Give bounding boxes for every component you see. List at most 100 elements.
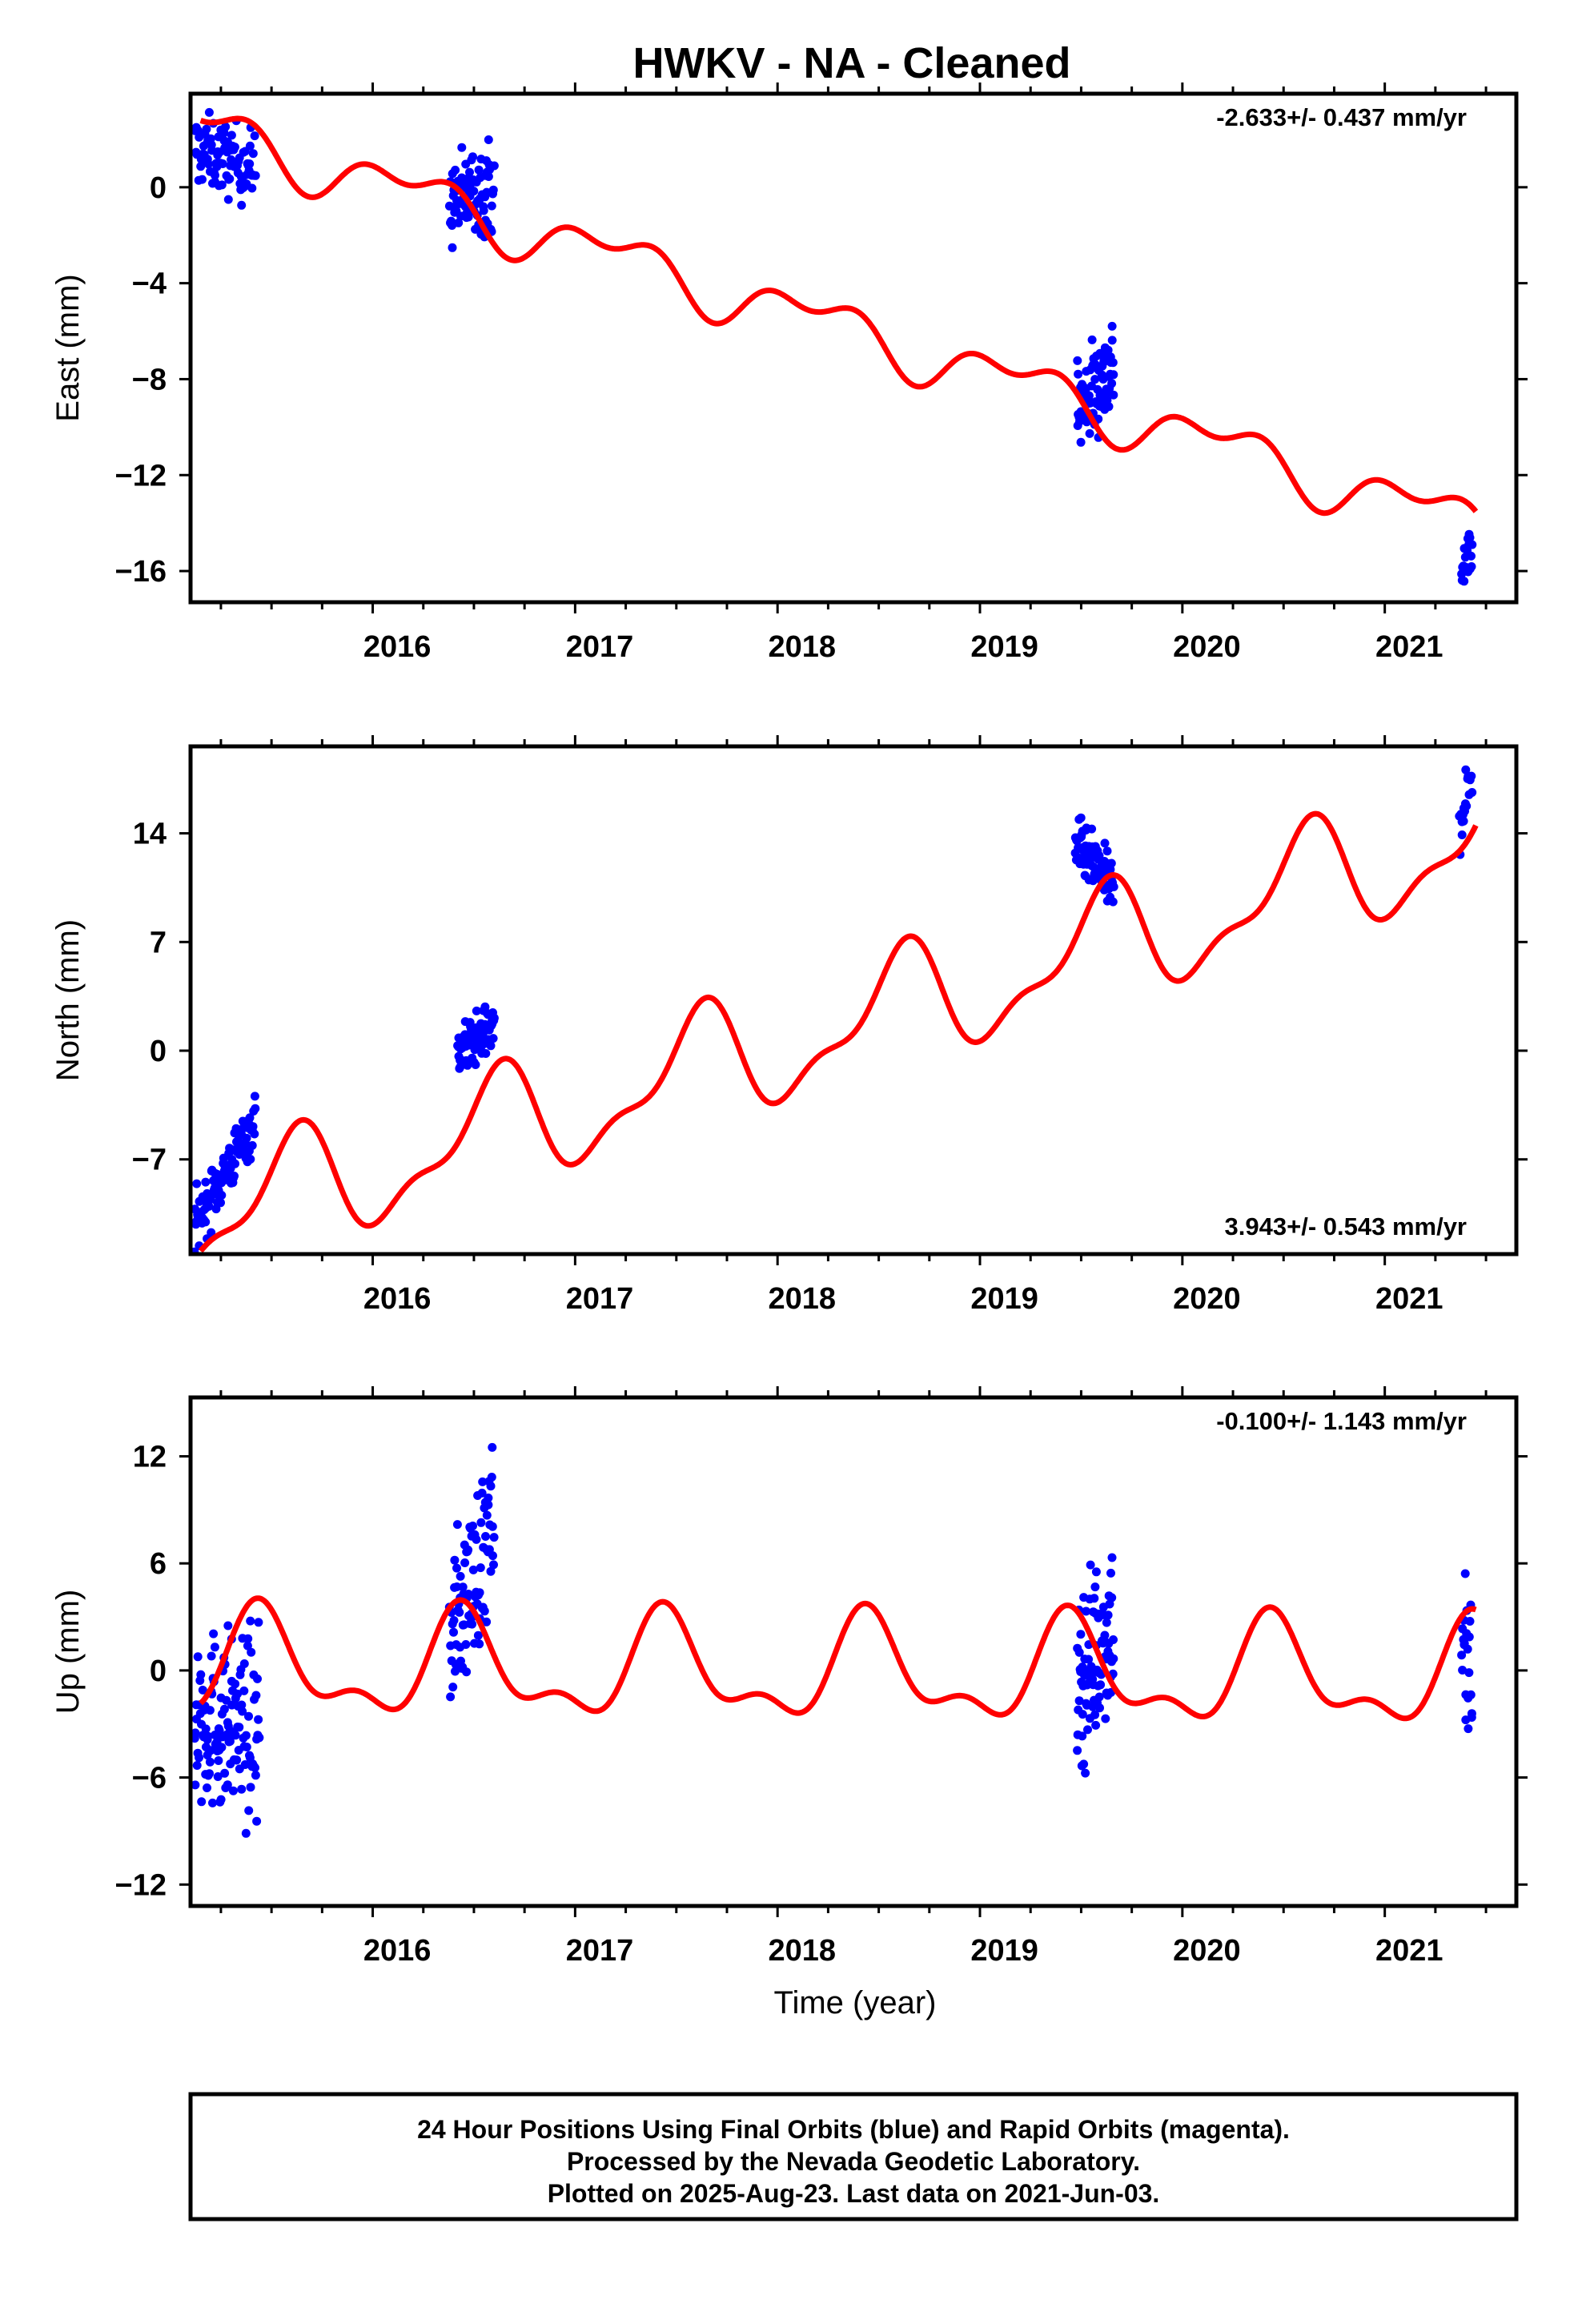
up-data-point: [451, 1667, 460, 1676]
up-x-axis: 2016 2017 2018 2019 2020 2021: [219, 1386, 1488, 1968]
up-data-point: [240, 1760, 250, 1769]
up-data-point: [458, 1582, 468, 1592]
east-data-point: [227, 131, 236, 140]
north-x-tick-label: 2016: [363, 1282, 432, 1316]
up-data-point: [486, 1482, 496, 1491]
up-data-point: [220, 1768, 230, 1778]
up-y-tick-label: 6: [150, 1547, 167, 1581]
up-data-point: [255, 1733, 264, 1743]
up-data-point: [205, 1769, 214, 1779]
east-data-point: [479, 206, 488, 215]
up-data-point: [480, 1606, 489, 1616]
up-data-point: [241, 1731, 251, 1740]
up-data-point: [254, 1715, 263, 1724]
up-data-point: [1106, 1568, 1115, 1578]
north-model-curve: [198, 810, 1479, 1253]
up-data-point: [191, 1780, 200, 1790]
east-data-point: [464, 212, 473, 222]
north-frame: [188, 744, 1519, 1256]
up-data-point: [482, 1510, 492, 1520]
east-data-point: [469, 187, 479, 196]
up-data-point: [213, 1772, 223, 1781]
up-data-point: [484, 1494, 493, 1502]
up-data-point: [475, 1639, 484, 1649]
north-data-point: [488, 1034, 498, 1043]
east-data-point: [225, 174, 235, 183]
east-data-point: [251, 171, 260, 180]
up-data-point: [1460, 1569, 1470, 1578]
east-data-point: [474, 165, 484, 175]
east-data-point: [1465, 533, 1475, 542]
up-data-point: [449, 1627, 458, 1637]
east-x-tick-label: 2017: [566, 630, 634, 664]
north-x-tick-label: 2017: [566, 1282, 634, 1316]
up-data-point: [482, 1617, 492, 1626]
up-data-point: [244, 1806, 254, 1815]
up-data-point: [1078, 1731, 1087, 1741]
east-velocity-annotation: -2.633+/- 0.437 mm/yr: [1216, 103, 1467, 131]
north-data-point: [250, 1129, 259, 1139]
up-data-point: [1084, 1655, 1094, 1664]
up-data-point: [1464, 1668, 1474, 1678]
east-data-point: [487, 201, 496, 211]
east-data-point: [1108, 358, 1118, 368]
up-data-point: [468, 1619, 477, 1629]
east-data-point: [221, 122, 231, 131]
up-data-point: [208, 1798, 217, 1807]
up-data-point: [449, 1616, 459, 1625]
north-data-point: [1459, 816, 1468, 826]
east-data-point: [230, 143, 239, 152]
east-data-point: [248, 149, 258, 159]
north-data-point: [230, 1172, 239, 1180]
north-data-point: [231, 1159, 239, 1168]
up-data-point: [243, 1641, 252, 1651]
east-data-point: [1090, 375, 1100, 384]
up-data-point: [1090, 1582, 1100, 1592]
up-data-point: [1458, 1666, 1468, 1675]
up-y-axis: 12 6 0 −6 −12: [115, 1441, 1528, 1902]
north-data-point: [1100, 838, 1110, 848]
east-x-tick-label: 2016: [363, 630, 432, 664]
up-data-point: [1079, 1759, 1089, 1769]
up-data-point: [246, 1616, 255, 1626]
north-data-point: [207, 1228, 216, 1237]
north-data-point: [1467, 771, 1476, 781]
up-data-point: [448, 1683, 458, 1692]
north-data-point: [192, 1179, 202, 1188]
up-data-point: [237, 1700, 247, 1710]
east-data-point: [245, 141, 255, 151]
up-panel: 2016 2017 2018 2019 2020 2021 12 6 0 −6 −12 Up (mm)…: [50, 1386, 1528, 2020]
east-data-point: [245, 159, 255, 169]
east-data-point: [454, 218, 464, 227]
up-data-point: [206, 1746, 215, 1755]
north-data-point: [481, 1049, 491, 1058]
up-data-point: [244, 1711, 253, 1721]
east-data-point: [1467, 562, 1476, 571]
up-data-point: [207, 1651, 216, 1661]
north-data-point: [1108, 897, 1118, 907]
up-data-point: [1081, 1768, 1090, 1778]
up-data-point: [241, 1828, 251, 1838]
up-x-tick-label: 2017: [566, 1934, 634, 1968]
up-y-tick-label: −12: [115, 1868, 167, 1902]
east-data-point: [223, 195, 233, 204]
up-data-point: [1464, 1724, 1473, 1734]
up-data-point: [476, 1563, 485, 1573]
north-y-axis: 14 7 0 −7: [132, 818, 1528, 1177]
east-data-point: [488, 185, 498, 195]
north-data-point: [1468, 788, 1477, 797]
north-data-point: [216, 1198, 225, 1208]
up-y-tick-label: 12: [133, 1441, 167, 1474]
footer-line-1: 24 Hour Positions Using Final Orbits (bl…: [417, 2115, 1290, 2144]
up-data-point: [1463, 1644, 1472, 1654]
up-data-point: [452, 1520, 462, 1530]
up-data-point: [476, 1518, 486, 1527]
up-data-point: [1091, 1567, 1101, 1577]
north-y-tick-label: 14: [133, 818, 167, 851]
north-x-tick-label: 2019: [970, 1282, 1038, 1316]
east-data-points: [191, 107, 1477, 586]
up-data-point: [1457, 1651, 1467, 1660]
up-data-point: [488, 1522, 497, 1531]
north-data-point: [1462, 802, 1472, 810]
up-data-point: [205, 1757, 215, 1767]
